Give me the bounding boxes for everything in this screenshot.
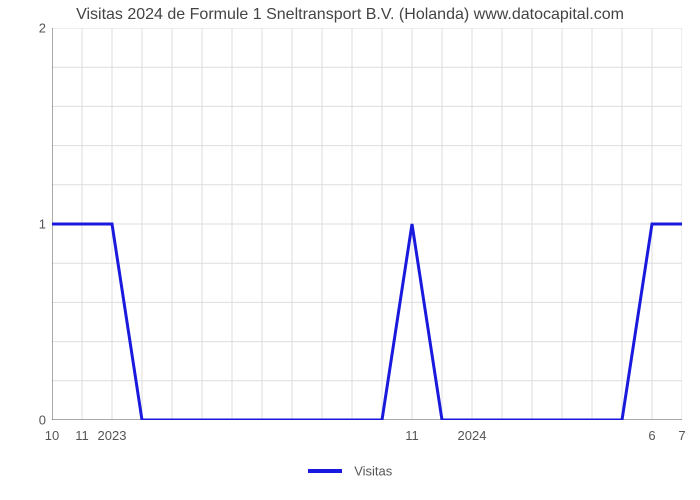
x-tick-label: 10 [45, 428, 59, 443]
y-tick-label: 1 [6, 217, 46, 232]
chart-container: { "chart": { "type": "line", "title": "V… [0, 0, 700, 500]
visitas-series-line [52, 224, 682, 420]
x-tick-label: 2024 [458, 428, 487, 443]
legend-swatch [308, 469, 342, 473]
chart-title: Visitas 2024 de Formule 1 Sneltransport … [0, 6, 700, 24]
legend-label: Visitas [354, 463, 392, 478]
x-tick-label: 6 [648, 428, 655, 443]
legend: Visitas [0, 462, 700, 480]
chart-svg [52, 28, 682, 420]
x-tick-label: 11 [75, 428, 89, 443]
plot-area [52, 28, 682, 420]
x-tick-label: 7 [678, 428, 685, 443]
y-tick-label: 2 [6, 21, 46, 36]
y-tick-label: 0 [6, 413, 46, 428]
x-tick-label: 11 [405, 428, 419, 443]
x-tick-label: 2023 [98, 428, 127, 443]
